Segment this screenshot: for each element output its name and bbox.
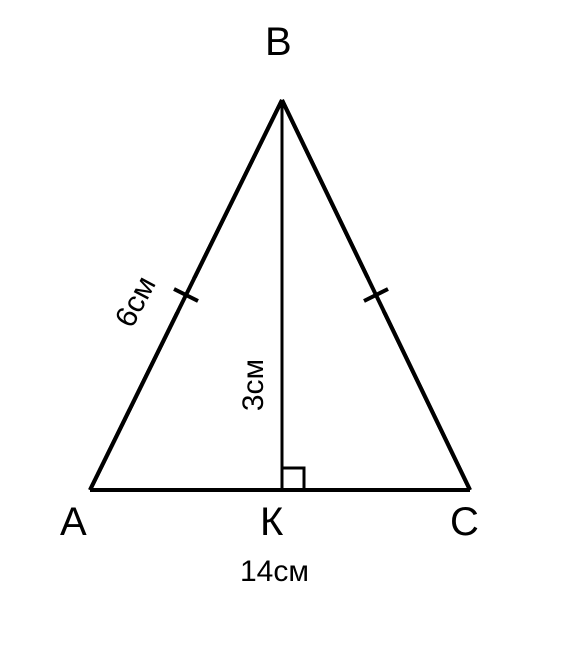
vertex-label-c: С — [450, 500, 479, 545]
vertex-label-b: В — [265, 20, 292, 65]
measurement-bk: 3см — [237, 359, 271, 411]
vertex-label-k: К — [260, 500, 283, 545]
measurement-ac: 14см — [240, 555, 309, 589]
vertex-label-a: А — [60, 500, 87, 545]
